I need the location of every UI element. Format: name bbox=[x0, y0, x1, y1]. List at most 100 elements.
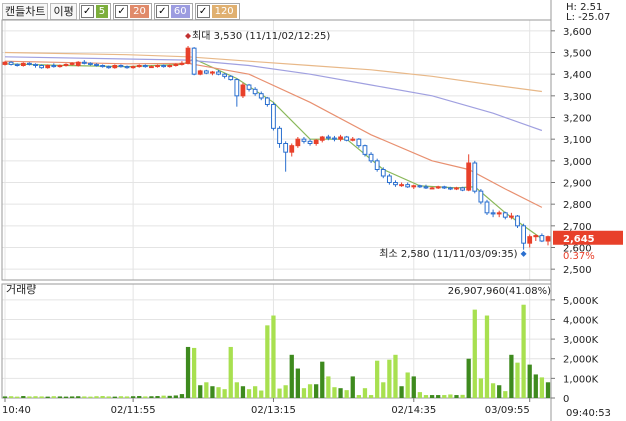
candle-body bbox=[289, 145, 295, 153]
candle-body bbox=[295, 138, 301, 147]
volume-bar bbox=[326, 376, 331, 398]
volume-bar bbox=[381, 382, 386, 398]
candle-body bbox=[435, 186, 441, 189]
volume-bar bbox=[45, 396, 50, 398]
volume-bar bbox=[265, 325, 270, 398]
candle-body bbox=[362, 145, 368, 155]
candle-body bbox=[106, 66, 112, 69]
price-tick-label: 3,000 bbox=[563, 157, 592, 168]
checkbox-icon[interactable]: ✓ bbox=[80, 4, 94, 18]
volume-axis: 5,000K 4,000K 3,000K 2,000K 1,000K 0 bbox=[551, 296, 599, 405]
candle-body bbox=[173, 63, 179, 66]
volume-bar bbox=[88, 396, 93, 398]
ma-20-label: 20 bbox=[130, 4, 149, 18]
volume-bar bbox=[399, 386, 404, 398]
volume-bar bbox=[204, 382, 209, 398]
max-annotation: 최대 3,530 (11/11/02/12:25) bbox=[192, 30, 330, 42]
volume-bar bbox=[167, 395, 172, 398]
checkbox-icon[interactable]: ✓ bbox=[196, 4, 210, 18]
candle-body bbox=[472, 162, 478, 192]
candle-body bbox=[380, 169, 386, 177]
volume-bar bbox=[466, 358, 471, 398]
candle-body bbox=[277, 127, 282, 144]
volume-bar bbox=[143, 396, 148, 398]
candle-body bbox=[515, 215, 520, 227]
candle-body bbox=[246, 84, 252, 90]
ma-mode-label[interactable]: 이평 bbox=[50, 2, 77, 20]
price-tick-label: 3,600 bbox=[563, 27, 592, 38]
candle-body bbox=[460, 187, 465, 191]
volume-bar bbox=[387, 359, 392, 398]
volume-bar bbox=[301, 388, 307, 398]
volume-bar bbox=[295, 368, 300, 398]
candle-body bbox=[441, 186, 447, 189]
volume-bar bbox=[259, 390, 264, 398]
current-price-badge bbox=[553, 230, 623, 245]
volume-bar bbox=[539, 377, 545, 398]
candle-body bbox=[545, 236, 551, 242]
price-tick-label: 2,800 bbox=[563, 200, 592, 211]
volume-bar bbox=[173, 395, 178, 398]
candle-body bbox=[197, 70, 203, 75]
volume-bar bbox=[393, 354, 398, 398]
volume-bar bbox=[185, 346, 191, 398]
candle-body bbox=[368, 153, 374, 162]
ma-toggle-120[interactable]: ✓ 120 bbox=[194, 2, 240, 20]
candle-body bbox=[130, 66, 136, 69]
price-tick-label: 2,700 bbox=[563, 222, 592, 233]
price-grid bbox=[2, 20, 551, 280]
candle-body bbox=[271, 104, 276, 129]
ma-toggle-20[interactable]: ✓ 20 bbox=[113, 2, 152, 20]
time-tick-label: 02/11:55 bbox=[111, 405, 156, 416]
volume-bar bbox=[277, 388, 282, 398]
ma-toggle-5[interactable]: ✓ 5 bbox=[78, 2, 112, 20]
change-percent-label: 0.37% bbox=[563, 251, 595, 262]
annotations: 최대 3,530 (11/11/02/12:25) 최소 2,580 (11/11… bbox=[185, 30, 527, 260]
price-tick-label: 2,900 bbox=[563, 179, 592, 190]
volume-bar bbox=[100, 396, 105, 398]
time-axis: 10:40 02/11:55 02/13:15 02/14:35 03/09:55 bbox=[2, 398, 531, 416]
min-annotation: 최소 2,580 (11/11/03/09:35) bbox=[379, 248, 517, 260]
volume-bar bbox=[94, 396, 99, 398]
volume-bar bbox=[338, 388, 343, 398]
price-tick-label: 3,500 bbox=[563, 49, 592, 60]
price-tick-label: 2,500 bbox=[563, 265, 592, 276]
candle-body bbox=[179, 62, 185, 65]
ma-120-label: 120 bbox=[211, 4, 237, 18]
volume-bar bbox=[82, 396, 87, 398]
volume-tick-label: 2,000K bbox=[563, 355, 599, 366]
candle-body bbox=[27, 62, 32, 65]
candle-body bbox=[539, 235, 545, 242]
volume-bar bbox=[405, 372, 410, 398]
candle-body bbox=[502, 212, 508, 218]
price-tick-label: 2,600 bbox=[563, 244, 592, 255]
chart-type-label[interactable]: 캔들차트 bbox=[2, 2, 49, 20]
volume-bar bbox=[314, 384, 319, 398]
candle-body bbox=[374, 160, 380, 170]
candle-body bbox=[478, 190, 484, 203]
candles bbox=[2, 46, 551, 250]
volume-bar bbox=[417, 392, 423, 398]
time-tick-label: 10:40 bbox=[2, 405, 31, 416]
candle-body bbox=[185, 47, 191, 64]
volume-bar bbox=[21, 396, 26, 398]
candle-body bbox=[386, 175, 392, 183]
candle-body bbox=[118, 65, 124, 68]
ma-line-5 bbox=[4, 58, 543, 240]
volume-bar bbox=[155, 396, 160, 398]
candle-body bbox=[527, 236, 533, 244]
volume-bar bbox=[33, 396, 38, 398]
candle-body bbox=[33, 63, 38, 66]
volume-bar bbox=[179, 394, 185, 398]
current-time: 09:40:53 bbox=[566, 408, 611, 419]
ma-line-20 bbox=[4, 60, 543, 208]
candle-body bbox=[203, 70, 209, 74]
volume-bar bbox=[246, 389, 252, 398]
volume-bar bbox=[8, 396, 14, 398]
candle-body bbox=[210, 71, 215, 74]
checkbox-icon[interactable]: ✓ bbox=[155, 4, 169, 18]
checkbox-icon[interactable]: ✓ bbox=[115, 4, 129, 18]
volume-bar bbox=[527, 364, 532, 398]
candle-body bbox=[307, 140, 313, 144]
ma-toggle-60[interactable]: ✓ 60 bbox=[153, 2, 193, 20]
